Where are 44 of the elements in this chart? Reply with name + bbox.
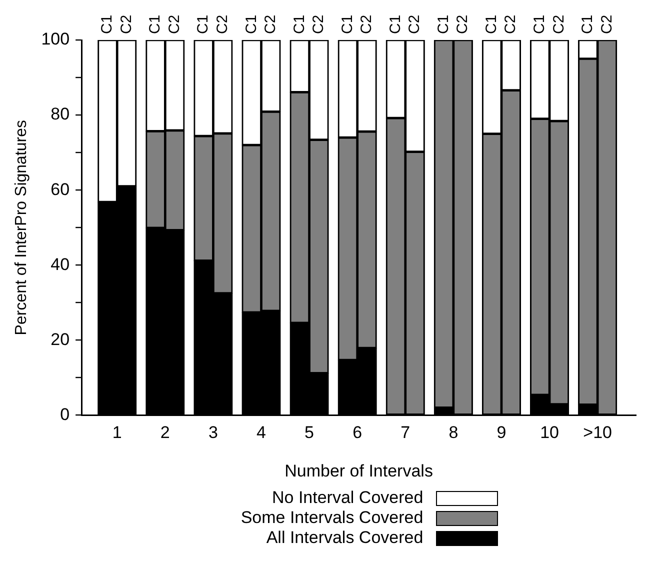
x-tick-label: C2 [358,14,376,34]
x-tick-label: C1 [531,14,548,34]
text: 4 [256,423,266,442]
text: 5 [304,423,314,442]
y-tick-label: 40 [50,254,70,274]
x-tick-label: C2 [502,14,520,34]
x-tick-label: C1 [483,14,500,34]
x-tick-label: C1 [290,14,308,34]
x-tick-label: C2 [598,14,616,34]
legend-label: Some Intervals Covered [240,508,424,528]
x-tick-label: C1 [146,14,164,34]
text: 6 [352,423,362,442]
y-axis-title: Percent of InterPro Signatures [13,120,30,336]
text: 2 [160,423,170,442]
y-tick-label: 0 [60,404,70,424]
y-tick-label: 60 [50,180,70,199]
legend-label: No Interval Covered [272,488,424,508]
y-tick-label: 20 [50,330,70,349]
legend-label: All Intervals Covered [266,528,424,548]
y-tick-label: 100 [41,30,70,49]
text: >10 [583,423,612,442]
text: 10 [540,423,559,442]
text: 8 [448,423,458,442]
x-tick-label: C1 [386,14,404,34]
y-tick-label: 80 [50,104,70,124]
x-axis-title: Number of Intervals [284,461,433,480]
x-tick-label: C1 [194,14,212,34]
x-tick-label: C1 [338,14,356,34]
x-tick-label: C1 [242,14,260,34]
text: 7 [400,423,410,442]
x-tick-label: C2 [550,14,568,34]
text: 3 [208,423,218,442]
x-tick-label: C2 [454,14,472,34]
x-tick-label: C2 [310,14,328,34]
x-tick-label: C1 [434,14,452,34]
x-tick-label: C1 [579,14,596,34]
x-tick-label: C1 [98,14,116,34]
x-tick-label: C2 [406,14,424,34]
x-tick-label: C2 [118,14,135,34]
x-tick-label: C2 [166,14,183,34]
text: 9 [496,423,506,442]
text: 1 [112,423,122,442]
x-tick-label: C2 [262,14,279,34]
x-tick-label: C2 [214,14,231,34]
